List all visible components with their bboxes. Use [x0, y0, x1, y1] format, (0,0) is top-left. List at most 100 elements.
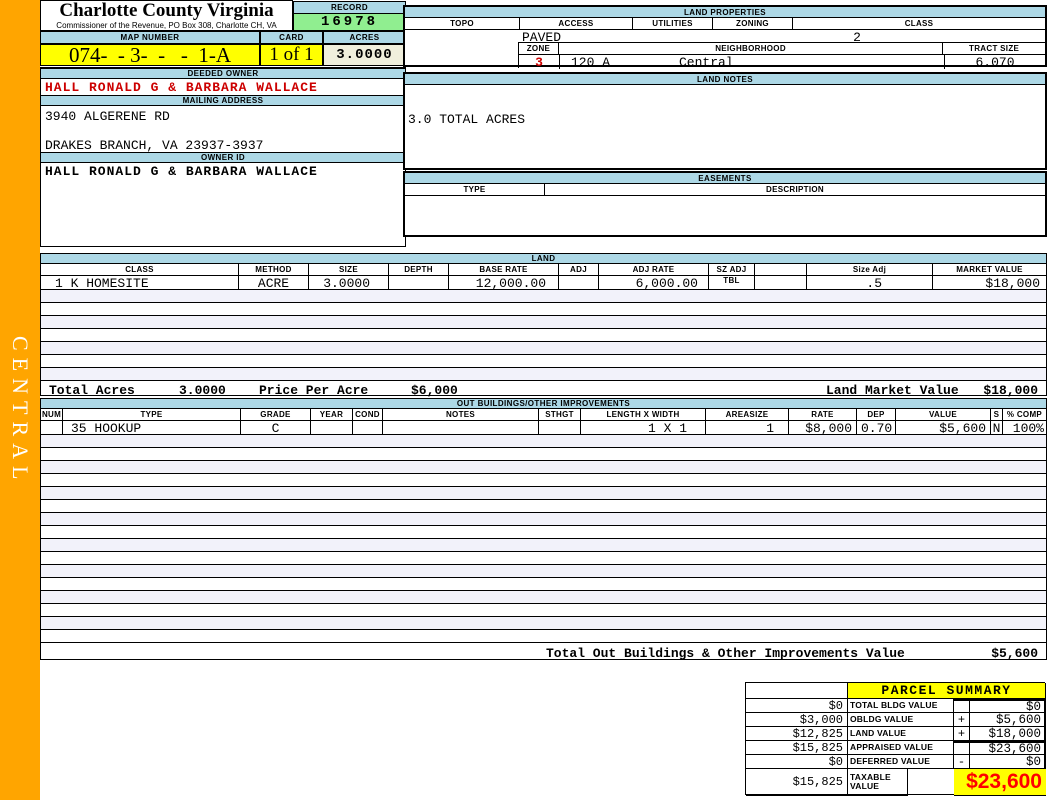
- ob-value: $5,600: [896, 421, 991, 434]
- empty-row: [41, 474, 1046, 487]
- col-easement-type: TYPE: [405, 184, 545, 195]
- col-cond: COND: [353, 409, 383, 420]
- land-depth: [389, 276, 449, 289]
- ob-cond: [353, 421, 383, 434]
- appraised-value: $23,600: [970, 741, 1046, 755]
- ob-total-label: Total Out Buildings & Other Improvements…: [546, 646, 905, 661]
- empty-row: [41, 303, 1046, 316]
- land-sz-adj-tbl: [709, 276, 755, 289]
- empty-row: [41, 500, 1046, 513]
- prior-appraised: $15,825: [746, 741, 848, 755]
- ob-total-value: $5,600: [991, 646, 1038, 661]
- address-line-1: 3940 ALGERENE RD: [45, 109, 170, 124]
- price-per-acre-value: $6,000: [411, 383, 458, 398]
- land-method: ACRE: [239, 276, 309, 289]
- land-size-adj: .5: [807, 276, 933, 289]
- card-value: 1 of 1: [260, 44, 323, 66]
- land-title: LAND: [41, 254, 1046, 264]
- ob-notes: [383, 421, 539, 434]
- mailing-address: 3940 ALGERENE RD DRAKES BRANCH, VA 23937…: [41, 106, 405, 153]
- col-pct-comp: % COMP: [1006, 410, 1043, 419]
- empty-row: [41, 565, 1046, 578]
- empty-row: [41, 342, 1046, 355]
- land-class: 1 K HOMESITE: [41, 276, 239, 289]
- col-dep: DEP: [857, 409, 896, 420]
- neighborhood-code: 120 A: [571, 55, 611, 70]
- land-notes-title: LAND NOTES: [405, 74, 1045, 85]
- prior-obldg: $3,000: [746, 713, 848, 727]
- obldg-label: OBLDG VALUE: [848, 713, 954, 727]
- col-utilities: UTILITIES: [633, 18, 713, 29]
- easements-columns: TYPE DESCRIPTION: [405, 184, 1045, 196]
- col-class: CLASS: [904, 19, 934, 28]
- col-areasize: AREASIZE: [706, 409, 789, 420]
- out-buildings-total-row: Total Out Buildings & Other Improvements…: [41, 643, 1046, 661]
- col-easement-description: DESCRIPTION: [766, 185, 824, 194]
- col-s: S: [991, 409, 1003, 420]
- land-market-value-label: Land Market Value: [826, 383, 959, 398]
- ob-areasize: 1: [706, 421, 789, 434]
- owner-id-value: HALL RONALD G & BARBARA WALLACE: [45, 163, 318, 179]
- obldg-op: +: [954, 713, 970, 727]
- empty-row: [41, 487, 1046, 500]
- easements-panel: EASEMENTS TYPE DESCRIPTION: [403, 171, 1047, 237]
- col-zoning: ZONING: [713, 18, 793, 29]
- class-value: 2: [853, 30, 861, 45]
- card-label: CARD: [260, 31, 323, 44]
- empty-row: [41, 435, 1046, 448]
- col-market-value: MARKET VALUE: [956, 265, 1023, 274]
- taxable-label: TAXABLE VALUE: [848, 769, 908, 796]
- land-blank: [755, 276, 807, 289]
- col-length-width: LENGTH X WIDTH: [581, 409, 706, 420]
- col-size-adj: Size Adj: [807, 264, 933, 275]
- col-notes: NOTES: [383, 409, 539, 420]
- empty-row: [41, 368, 1046, 381]
- zone-block: ZONE NEIGHBORHOOD TRACT SIZE 3 120 A Cen…: [518, 42, 1045, 70]
- land-panel: LAND CLASS METHOD SIZE DEPTH BASE RATE A…: [40, 253, 1047, 398]
- out-building-row: 35 HOOKUP C 1 X 1 1 $8,000 0.70 $5,600 N…: [41, 421, 1046, 435]
- ob-dep: 0.70: [857, 421, 896, 434]
- acres-value: 3.0000: [323, 44, 406, 66]
- land-adj: [559, 276, 599, 289]
- col-sz-adj-tbl: SZ ADJ TBL: [709, 264, 755, 285]
- col-base-rate: BASE RATE: [449, 264, 559, 275]
- prior-taxable: $15,825: [746, 769, 848, 796]
- access-value: PAVED: [522, 30, 562, 45]
- ob-pct-comp: 100%: [1012, 421, 1044, 434]
- ob-rate: $8,000: [789, 421, 857, 434]
- ob-grade: C: [241, 421, 311, 434]
- empty-row: [41, 290, 1046, 303]
- deferred-op: -: [954, 755, 970, 769]
- tract-size-value: 6.070: [975, 55, 1015, 70]
- col-type: TYPE: [63, 409, 241, 420]
- land-totals-row: Total Acres 3.0000 Price Per Acre $6,000…: [41, 381, 1046, 398]
- col-access: ACCESS: [520, 18, 633, 29]
- total-bldg-op: [954, 699, 970, 713]
- map-number-label: MAP NUMBER: [40, 31, 260, 44]
- col-adj: ADJ: [559, 264, 599, 275]
- land-value-value: $18,000: [970, 727, 1046, 741]
- ob-sthgt: [539, 421, 581, 434]
- land-properties-values: PAVED 2: [405, 30, 1045, 45]
- record-box: RECORD 16978: [293, 1, 406, 31]
- empty-row: [41, 617, 1046, 630]
- total-acres-value: 3.0000: [179, 383, 226, 398]
- land-notes-panel: LAND NOTES 3.0 TOTAL ACRES: [403, 72, 1047, 170]
- owner-panel: DEEDED OWNER HALL RONALD G & BARBARA WAL…: [40, 67, 406, 247]
- parcel-summary-title: PARCEL SUMMARY: [848, 683, 1046, 699]
- tract-size-label: TRACT SIZE: [969, 44, 1020, 53]
- empty-row: [41, 539, 1046, 552]
- land-market-value-total: $18,000: [983, 383, 1038, 398]
- prior-total-bldg: $0: [746, 699, 848, 713]
- land-note: 3.0 TOTAL ACRES: [408, 112, 526, 127]
- empty-row: [41, 513, 1046, 526]
- deferred-label: DEFERRED VALUE: [848, 755, 954, 769]
- ob-num: [41, 421, 63, 434]
- deeded-owner-value: HALL RONALD G & BARBARA WALLACE: [45, 79, 318, 95]
- out-buildings-empty-rows: [41, 435, 1046, 643]
- ob-year: [311, 421, 353, 434]
- empty-row: [41, 578, 1046, 591]
- col-depth: DEPTH: [389, 264, 449, 275]
- record-label: RECORD: [293, 1, 406, 14]
- out-buildings-panel: OUT BUILDINGS/OTHER IMPROVEMENTS NUM TYP…: [40, 398, 1047, 661]
